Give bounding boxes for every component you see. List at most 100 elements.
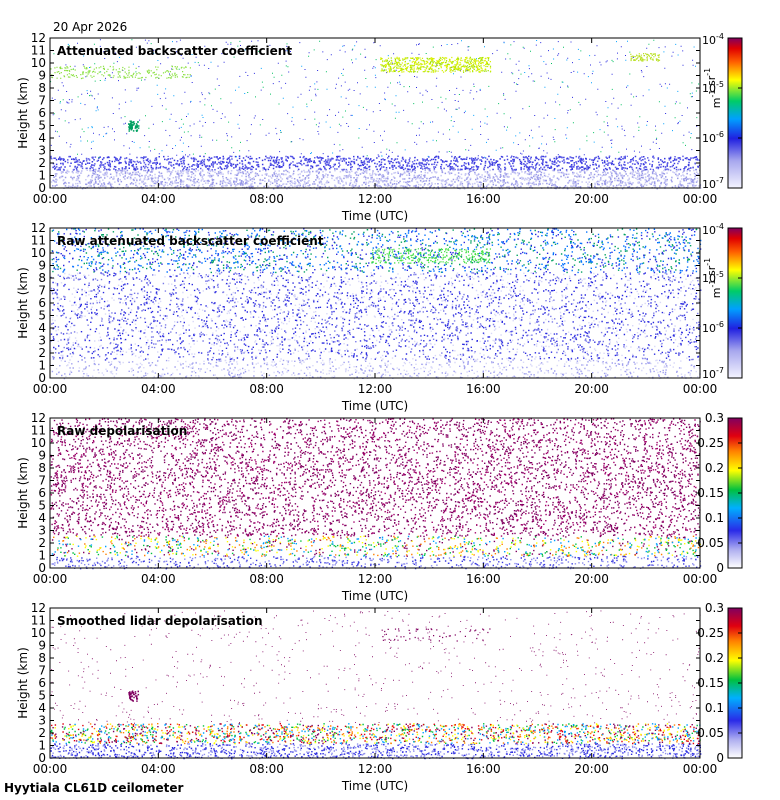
y-axis-label: Height (km)	[16, 267, 30, 338]
x-tick-label: 12:00	[358, 762, 393, 776]
y-tick-label: 2	[38, 726, 46, 740]
colorbar-tick-label: 0.15	[697, 486, 724, 500]
y-tick-label: 6	[38, 676, 46, 690]
panel-1: Attenuated backscatter coefficient012345…	[16, 31, 743, 223]
plot-area	[50, 608, 700, 758]
y-tick-label: 10	[31, 246, 46, 260]
y-tick-label: 6	[38, 106, 46, 120]
colorbar-tick-label: 0.3	[705, 411, 724, 425]
colorbar-tick-label: 0.05	[697, 536, 724, 550]
x-tick-label: 16:00	[466, 572, 501, 586]
x-axis-label: Time (UTC)	[341, 399, 408, 413]
y-tick-label: 6	[38, 296, 46, 310]
heatmap-texture	[370, 248, 491, 264]
y-tick-label: 5	[38, 309, 46, 323]
x-tick-label: 00:00	[33, 762, 68, 776]
heatmap-texture	[56, 555, 702, 570]
x-tick-label: 08:00	[249, 762, 284, 776]
y-tick-label: 11	[31, 44, 46, 58]
x-tick-label: 12:00	[358, 382, 393, 396]
colorbar-tick-label: 10-5	[702, 80, 724, 95]
x-tick-label: 12:00	[358, 572, 393, 586]
colorbar-tick-label: 0.05	[697, 726, 724, 740]
y-tick-label: 12	[31, 221, 46, 235]
plot-area	[50, 38, 700, 188]
y-tick-label: 2	[38, 536, 46, 550]
y-tick-label: 0	[38, 561, 46, 575]
y-tick-label: 11	[31, 234, 46, 248]
x-tick-label: 00:00	[683, 762, 718, 776]
y-tick-label: 6	[38, 486, 46, 500]
heatmap-texture	[52, 169, 702, 190]
x-axis-label: Time (UTC)	[341, 779, 408, 793]
y-tick-label: 4	[38, 701, 46, 715]
y-tick-label: 4	[38, 131, 46, 145]
x-axis-label: Time (UTC)	[341, 589, 408, 603]
colorbar-tick-label: 10-4	[702, 32, 724, 47]
x-tick-label: 00:00	[683, 572, 718, 586]
x-tick-label: 08:00	[249, 192, 284, 206]
x-tick-label: 16:00	[466, 382, 501, 396]
y-tick-label: 9	[38, 69, 46, 83]
heatmap-texture	[51, 723, 701, 745]
y-tick-label: 8	[38, 81, 46, 95]
y-tick-label: 0	[38, 181, 46, 195]
y-tick-label: 5	[38, 499, 46, 513]
x-tick-label: 12:00	[358, 192, 393, 206]
x-tick-label: 20:00	[574, 762, 609, 776]
colorbar-tick-label: 0	[716, 751, 724, 765]
x-tick-label: 04:00	[141, 572, 176, 586]
panel-title: Raw depolarisation	[57, 424, 187, 438]
y-tick-label: 8	[38, 651, 46, 665]
x-tick-label: 00:00	[33, 192, 68, 206]
heatmap-texture	[50, 418, 701, 557]
x-tick-label: 20:00	[574, 572, 609, 586]
y-tick-label: 10	[31, 626, 46, 640]
y-tick-label: 1	[38, 549, 46, 563]
colorbar-tick-label: 10-5	[702, 270, 724, 285]
y-tick-label: 7	[38, 284, 46, 298]
heatmap-texture	[50, 272, 701, 380]
colorbar	[727, 37, 743, 189]
y-tick-label: 8	[38, 271, 46, 285]
x-tick-label: 20:00	[574, 382, 609, 396]
y-tick-label: 7	[38, 664, 46, 678]
y-tick-label: 12	[31, 411, 46, 425]
y-tick-label: 9	[38, 639, 46, 653]
heatmap-texture	[52, 155, 701, 171]
heatmap-texture	[50, 65, 192, 80]
panel-3: Raw depolarisation0123456789101112Height…	[16, 411, 743, 603]
y-tick-label: 10	[31, 436, 46, 450]
x-tick-label: 08:00	[249, 572, 284, 586]
y-tick-label: 2	[38, 156, 46, 170]
y-tick-label: 3	[38, 714, 46, 728]
y-tick-label: 7	[38, 474, 46, 488]
colorbar-unit-label: m-1 sr-1	[703, 68, 723, 108]
heatmap-texture	[51, 228, 701, 274]
colorbar-tick-label: 0.3	[705, 601, 724, 615]
x-tick-label: 00:00	[33, 572, 68, 586]
colorbar-unit-label: m-1 sr-1	[703, 258, 723, 298]
colorbar-tick-label: 0.1	[705, 701, 724, 715]
heatmap-texture	[51, 359, 701, 380]
panel-title: Attenuated backscatter coefficient	[57, 44, 292, 58]
y-tick-label: 1	[38, 739, 46, 753]
colorbar-tick-label: 10-4	[702, 222, 724, 237]
x-tick-label: 04:00	[141, 762, 176, 776]
y-tick-label: 3	[38, 524, 46, 538]
y-tick-label: 0	[38, 371, 46, 385]
y-tick-label: 11	[31, 424, 46, 438]
y-tick-label: 7	[38, 94, 46, 108]
y-tick-label: 5	[38, 119, 46, 133]
colorbar-tick-label: 0.25	[697, 626, 724, 640]
colorbar-tick-label: 0.1	[705, 511, 724, 525]
x-tick-label: 16:00	[466, 762, 501, 776]
colorbar-tick-label: 0.2	[705, 461, 724, 475]
y-tick-label: 2	[38, 346, 46, 360]
panel-2: Raw attenuated backscatter coefficient01…	[16, 221, 743, 413]
colorbar-tick-label: 0.2	[705, 651, 724, 665]
y-tick-label: 9	[38, 259, 46, 273]
heatmap-texture	[128, 120, 140, 132]
heatmap-texture	[630, 53, 661, 62]
